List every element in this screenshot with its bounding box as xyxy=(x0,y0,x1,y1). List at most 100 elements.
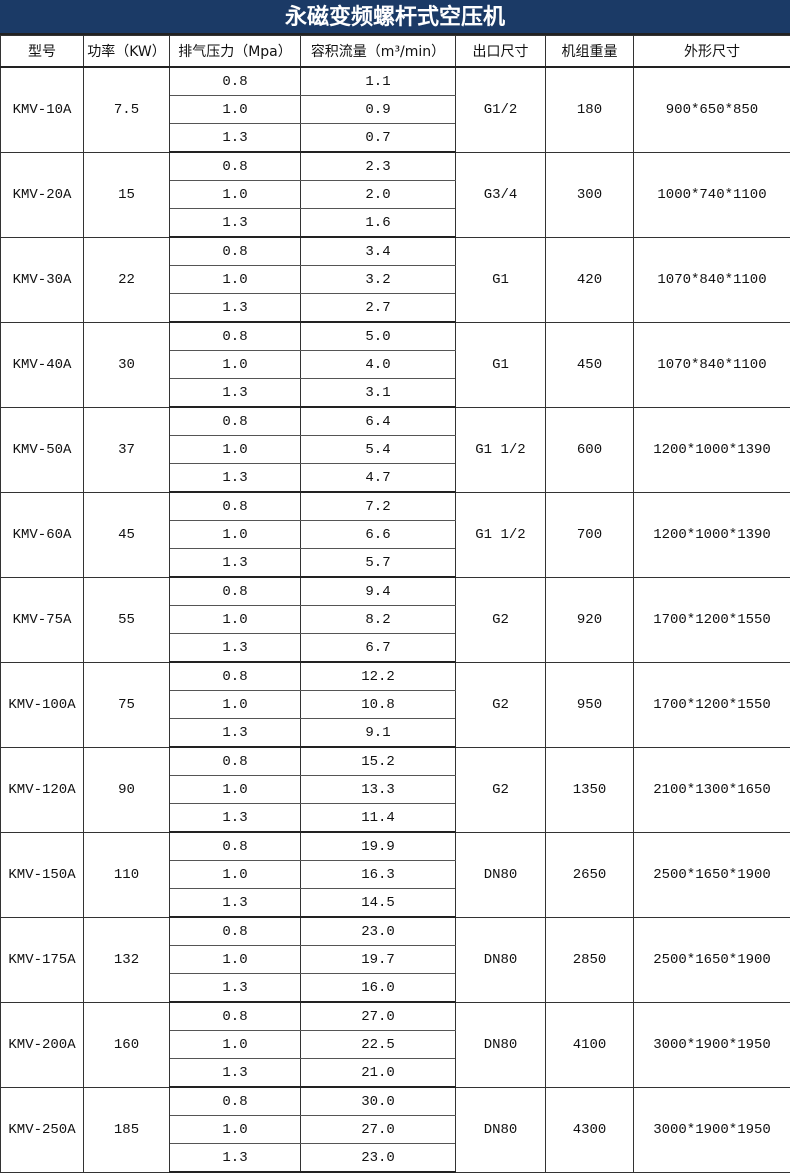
flow-cell: 3.2 xyxy=(301,266,456,294)
outlet-cell: G1 xyxy=(456,237,546,322)
flow-cell: 1.6 xyxy=(301,209,456,238)
weight-cell: 920 xyxy=(546,577,634,662)
spec-table: 型号 功率（KW） 排气压力（Mpa） 容积流量（m³/min） 出口尺寸 机组… xyxy=(0,35,790,1173)
flow-cell: 4.7 xyxy=(301,464,456,493)
pressure-cell: 0.8 xyxy=(170,662,301,691)
power-cell: 15 xyxy=(84,152,170,237)
flow-cell: 21.0 xyxy=(301,1059,456,1088)
flow-cell: 15.2 xyxy=(301,747,456,776)
outlet-cell: G1/2 xyxy=(456,67,546,152)
size-cell: 1200*1000*1390 xyxy=(634,407,790,492)
outlet-cell: G2 xyxy=(456,747,546,832)
flow-cell: 16.3 xyxy=(301,861,456,889)
power-cell: 55 xyxy=(84,577,170,662)
power-cell: 75 xyxy=(84,662,170,747)
pressure-cell: 1.3 xyxy=(170,549,301,578)
pressure-cell: 1.0 xyxy=(170,96,301,124)
pressure-cell: 1.3 xyxy=(170,889,301,918)
flow-cell: 0.7 xyxy=(301,124,456,153)
size-cell: 1700*1200*1550 xyxy=(634,577,790,662)
flow-cell: 4.0 xyxy=(301,351,456,379)
flow-cell: 3.1 xyxy=(301,379,456,408)
power-cell: 160 xyxy=(84,1002,170,1087)
pressure-cell: 0.8 xyxy=(170,747,301,776)
size-cell: 2500*1650*1900 xyxy=(634,832,790,917)
size-cell: 1070*840*1100 xyxy=(634,322,790,407)
power-cell: 90 xyxy=(84,747,170,832)
size-cell: 2100*1300*1650 xyxy=(634,747,790,832)
header-outlet: 出口尺寸 xyxy=(456,36,546,68)
pressure-cell: 1.0 xyxy=(170,351,301,379)
power-cell: 37 xyxy=(84,407,170,492)
outlet-cell: DN80 xyxy=(456,917,546,1002)
header-model: 型号 xyxy=(1,36,84,68)
pressure-cell: 1.3 xyxy=(170,294,301,323)
flow-cell: 6.4 xyxy=(301,407,456,436)
pressure-cell: 1.3 xyxy=(170,634,301,663)
pressure-cell: 1.0 xyxy=(170,691,301,719)
weight-cell: 1350 xyxy=(546,747,634,832)
weight-cell: 4100 xyxy=(546,1002,634,1087)
flow-cell: 16.0 xyxy=(301,974,456,1003)
weight-cell: 600 xyxy=(546,407,634,492)
flow-cell: 2.3 xyxy=(301,152,456,181)
model-cell: KMV-50A xyxy=(1,407,84,492)
outlet-cell: G2 xyxy=(456,577,546,662)
pressure-cell: 0.8 xyxy=(170,322,301,351)
pressure-cell: 1.3 xyxy=(170,1059,301,1088)
flow-cell: 9.4 xyxy=(301,577,456,606)
outlet-cell: G1 1/2 xyxy=(456,407,546,492)
pressure-cell: 0.8 xyxy=(170,152,301,181)
pressure-cell: 1.0 xyxy=(170,1116,301,1144)
size-cell: 1070*840*1100 xyxy=(634,237,790,322)
size-cell: 1200*1000*1390 xyxy=(634,492,790,577)
pressure-cell: 1.3 xyxy=(170,974,301,1003)
header-flow: 容积流量（m³/min） xyxy=(301,36,456,68)
power-cell: 132 xyxy=(84,917,170,1002)
pressure-cell: 0.8 xyxy=(170,67,301,96)
outlet-cell: G3/4 xyxy=(456,152,546,237)
model-cell: KMV-175A xyxy=(1,917,84,1002)
power-cell: 30 xyxy=(84,322,170,407)
weight-cell: 2650 xyxy=(546,832,634,917)
weight-cell: 450 xyxy=(546,322,634,407)
outlet-cell: G2 xyxy=(456,662,546,747)
flow-cell: 23.0 xyxy=(301,917,456,946)
header-weight: 机组重量 xyxy=(546,36,634,68)
model-cell: KMV-150A xyxy=(1,832,84,917)
pressure-cell: 1.0 xyxy=(170,266,301,294)
pressure-cell: 1.0 xyxy=(170,1031,301,1059)
outlet-cell: G1 xyxy=(456,322,546,407)
flow-cell: 5.4 xyxy=(301,436,456,464)
flow-cell: 19.9 xyxy=(301,832,456,861)
flow-cell: 12.2 xyxy=(301,662,456,691)
power-cell: 7.5 xyxy=(84,67,170,152)
flow-cell: 14.5 xyxy=(301,889,456,918)
flow-cell: 7.2 xyxy=(301,492,456,521)
size-cell: 2500*1650*1900 xyxy=(634,917,790,1002)
flow-cell: 30.0 xyxy=(301,1087,456,1116)
model-cell: KMV-100A xyxy=(1,662,84,747)
pressure-cell: 1.3 xyxy=(170,719,301,748)
size-cell: 900*650*850 xyxy=(634,67,790,152)
pressure-cell: 0.8 xyxy=(170,1002,301,1031)
pressure-cell: 0.8 xyxy=(170,237,301,266)
weight-cell: 300 xyxy=(546,152,634,237)
flow-cell: 27.0 xyxy=(301,1002,456,1031)
flow-cell: 19.7 xyxy=(301,946,456,974)
flow-cell: 11.4 xyxy=(301,804,456,833)
header-size: 外形尺寸 xyxy=(634,36,790,68)
pressure-cell: 1.0 xyxy=(170,181,301,209)
flow-cell: 13.3 xyxy=(301,776,456,804)
pressure-cell: 1.0 xyxy=(170,521,301,549)
